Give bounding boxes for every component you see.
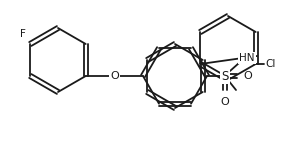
Text: HN: HN: [239, 53, 255, 63]
Text: O: O: [243, 71, 252, 81]
Text: S: S: [221, 70, 229, 82]
Text: O: O: [221, 97, 229, 107]
Text: Cl: Cl: [266, 59, 276, 69]
Text: O: O: [110, 71, 119, 81]
Text: F: F: [20, 29, 26, 39]
